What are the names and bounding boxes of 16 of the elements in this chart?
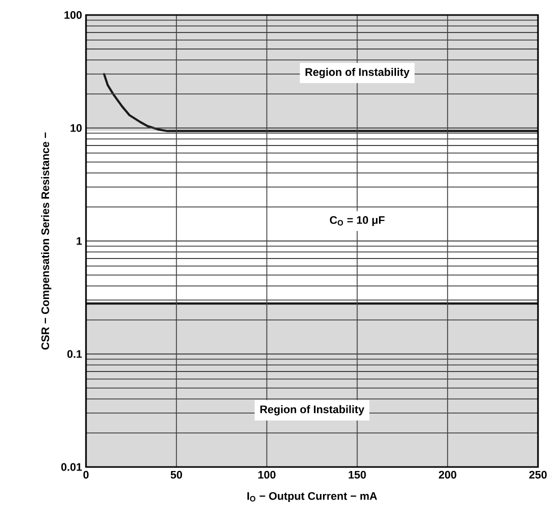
x-tick-label: 250 [529,470,547,479]
x-tick-label: 0 [83,470,89,479]
y-tick-label: 0.01 [61,463,82,471]
band-label: Region of Instability [260,405,364,416]
y-tick-label: 100 [64,11,82,19]
band-label: Region of Instability [306,68,410,78]
y-tick-label: 0.1 [67,350,82,358]
x-tick-label: 100 [258,470,276,479]
x-axis-title: I$_{O}$ − Output Current − mA [247,492,378,502]
x-tick-label: 200 [438,470,456,479]
y-tick-label: 1 [76,237,82,245]
x-tick-label: 150 [348,470,366,479]
annotation: C$_{O}$ = 10 μF [330,216,385,226]
x-tick-label: 50 [170,470,182,479]
y-tick-label: 10 [70,124,82,132]
y-axis-title: CSR − Compensation Series Resistance − [41,132,52,350]
